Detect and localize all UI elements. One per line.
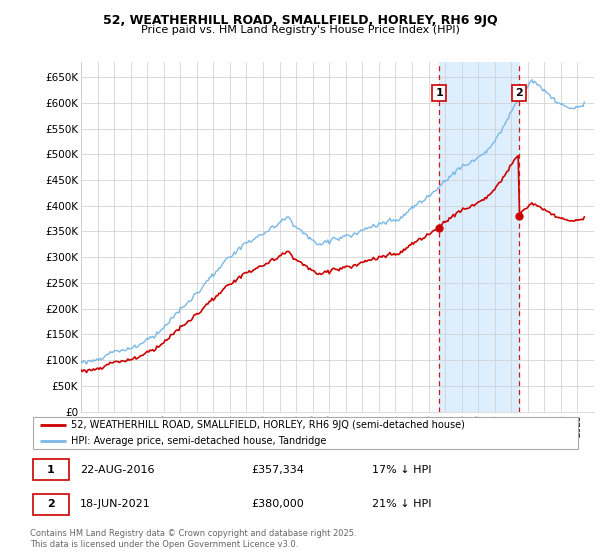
- Text: 2: 2: [515, 88, 523, 98]
- Text: 18-JUN-2021: 18-JUN-2021: [80, 499, 151, 509]
- Text: 1: 1: [435, 88, 443, 98]
- Text: Price paid vs. HM Land Registry's House Price Index (HPI): Price paid vs. HM Land Registry's House …: [140, 25, 460, 35]
- FancyBboxPatch shape: [33, 417, 578, 450]
- Text: 52, WEATHERHILL ROAD, SMALLFIELD, HORLEY, RH6 9JQ: 52, WEATHERHILL ROAD, SMALLFIELD, HORLEY…: [103, 14, 497, 27]
- Text: HPI: Average price, semi-detached house, Tandridge: HPI: Average price, semi-detached house,…: [71, 436, 327, 446]
- Text: 2: 2: [47, 499, 55, 509]
- Text: 22-AUG-2016: 22-AUG-2016: [80, 465, 154, 475]
- Text: £380,000: £380,000: [251, 499, 304, 509]
- FancyBboxPatch shape: [33, 459, 68, 480]
- Text: 21% ↓ HPI: 21% ↓ HPI: [372, 499, 432, 509]
- Text: 17% ↓ HPI: 17% ↓ HPI: [372, 465, 432, 475]
- Text: Contains HM Land Registry data © Crown copyright and database right 2025.
This d: Contains HM Land Registry data © Crown c…: [30, 529, 356, 549]
- Text: £357,334: £357,334: [251, 465, 304, 475]
- Text: 52, WEATHERHILL ROAD, SMALLFIELD, HORLEY, RH6 9JQ (semi-detached house): 52, WEATHERHILL ROAD, SMALLFIELD, HORLEY…: [71, 421, 465, 431]
- FancyBboxPatch shape: [33, 493, 68, 515]
- Bar: [439, 62, 519, 412]
- Text: 1: 1: [47, 465, 55, 475]
